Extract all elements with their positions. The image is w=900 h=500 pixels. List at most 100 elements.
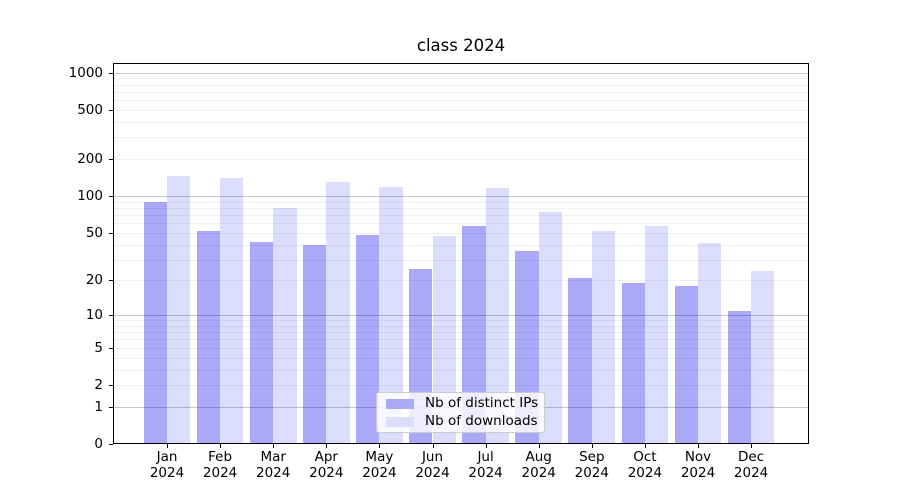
gridline-minor	[113, 137, 809, 139]
bar-distinct-ips	[727, 310, 752, 444]
gridline-major	[113, 196, 809, 197]
x-tick-label: Nov 2024	[680, 449, 716, 481]
bar-distinct-ips	[249, 241, 274, 444]
bar-downloads	[538, 212, 563, 444]
gridline-major	[113, 72, 809, 74]
bar-distinct-ips	[674, 285, 698, 444]
gridline-minor	[113, 280, 809, 282]
y-axis-tick	[109, 232, 113, 234]
y-tick-label: 20	[85, 272, 103, 289]
bar-downloads	[485, 188, 509, 444]
gridline-minor	[113, 223, 809, 225]
gridline-minor	[113, 121, 809, 123]
gridline-minor	[113, 385, 809, 386]
bar-downloads	[644, 225, 669, 444]
legend-label: Nb of distinct IPs	[425, 395, 539, 411]
bar-distinct-ips	[621, 283, 645, 444]
y-tick-label: 10	[85, 307, 103, 324]
bar-distinct-ips	[143, 201, 167, 444]
y-axis-tick	[109, 347, 113, 349]
bar-distinct-ips	[568, 277, 592, 444]
plot-area: Nb of distinct IPs Nb of downloads	[113, 63, 809, 444]
gridline-minor	[113, 325, 809, 327]
y-tick-label: 100	[77, 188, 103, 204]
gridline-minor	[113, 159, 809, 160]
x-tick-label: Sep 2024	[574, 449, 609, 481]
x-tick-label: Jun 2024	[415, 449, 450, 481]
x-tick-label: May 2024	[362, 449, 397, 481]
x-tick-label: Mar 2024	[256, 449, 291, 481]
legend-swatch-downloads	[386, 416, 414, 427]
bar-distinct-ips	[356, 234, 380, 444]
y-axis-tick	[109, 315, 113, 317]
x-axis-tick	[751, 444, 753, 448]
x-axis-tick	[538, 444, 540, 448]
bar-downloads	[273, 207, 297, 444]
x-axis-tick	[273, 444, 275, 448]
x-axis-tick	[644, 444, 646, 448]
y-axis-tick	[109, 385, 113, 386]
y-axis-tick	[109, 444, 113, 445]
gridline-minor	[113, 347, 809, 349]
y-axis-tick	[109, 406, 113, 408]
y-axis-tick	[109, 159, 113, 160]
bar-distinct-ips	[196, 230, 221, 444]
bar-downloads	[698, 243, 722, 444]
gridline-minor	[113, 84, 809, 86]
gridline-minor	[113, 369, 809, 371]
x-axis-tick	[432, 444, 434, 448]
gridline-minor	[113, 357, 809, 359]
gridline-minor	[113, 332, 809, 334]
bar-downloads	[167, 175, 191, 444]
x-axis-tick	[698, 444, 699, 448]
x-tick-label: Aug 2024	[521, 449, 556, 481]
legend-label: Nb of downloads	[425, 413, 538, 429]
bar-distinct-ips	[302, 244, 327, 444]
y-axis-tick	[109, 109, 113, 111]
chart-title: class 2024	[416, 36, 506, 55]
gridline-minor	[113, 244, 809, 246]
y-tick-label: 50	[85, 224, 103, 241]
bar-distinct-ips	[462, 225, 486, 444]
y-tick-label: 500	[77, 101, 103, 118]
y-tick-label: 2	[94, 377, 103, 393]
gridline-minor	[113, 109, 809, 111]
x-tick-label: Jul 2024	[468, 449, 503, 481]
bar-downloads	[220, 178, 244, 444]
bar-downloads	[326, 182, 350, 444]
gridline-minor	[113, 201, 809, 203]
y-axis-tick	[109, 72, 113, 74]
y-axis-tick	[109, 280, 113, 282]
x-tick-label: Dec 2024	[733, 449, 769, 481]
y-tick-label: 1000	[68, 64, 103, 81]
gridline-minor	[113, 207, 809, 209]
gridline-minor	[113, 259, 809, 261]
x-tick-label: Oct 2024	[627, 449, 663, 481]
x-axis-tick	[220, 444, 222, 448]
x-tick-label: Jan 2024	[149, 449, 185, 481]
y-tick-label: 0	[94, 436, 103, 452]
x-axis-tick	[379, 444, 381, 448]
x-tick-label: Apr 2024	[309, 449, 344, 481]
x-axis-tick	[326, 444, 328, 448]
gridline-minor	[113, 78, 809, 80]
bar-downloads	[591, 230, 616, 444]
y-tick-label: 200	[77, 151, 103, 167]
y-tick-label: 5	[94, 339, 103, 356]
gridline-minor	[113, 100, 809, 102]
bar-downloads	[751, 271, 775, 444]
gridline-minor	[113, 320, 809, 322]
x-axis-tick	[591, 444, 593, 448]
gridline-minor	[113, 214, 809, 216]
y-tick-label: 1	[94, 398, 103, 415]
gridline-minor	[113, 91, 809, 93]
legend-item: Nb of downloads	[386, 414, 544, 429]
gridline-minor	[113, 339, 809, 341]
legend-item: Nb of distinct IPs	[386, 396, 544, 411]
legend-swatch-distinct-ips	[386, 398, 414, 409]
x-tick-label: Feb 2024	[202, 449, 238, 481]
gridline-minor	[113, 232, 809, 234]
bar-downloads	[379, 187, 403, 444]
x-axis-tick	[167, 444, 168, 448]
